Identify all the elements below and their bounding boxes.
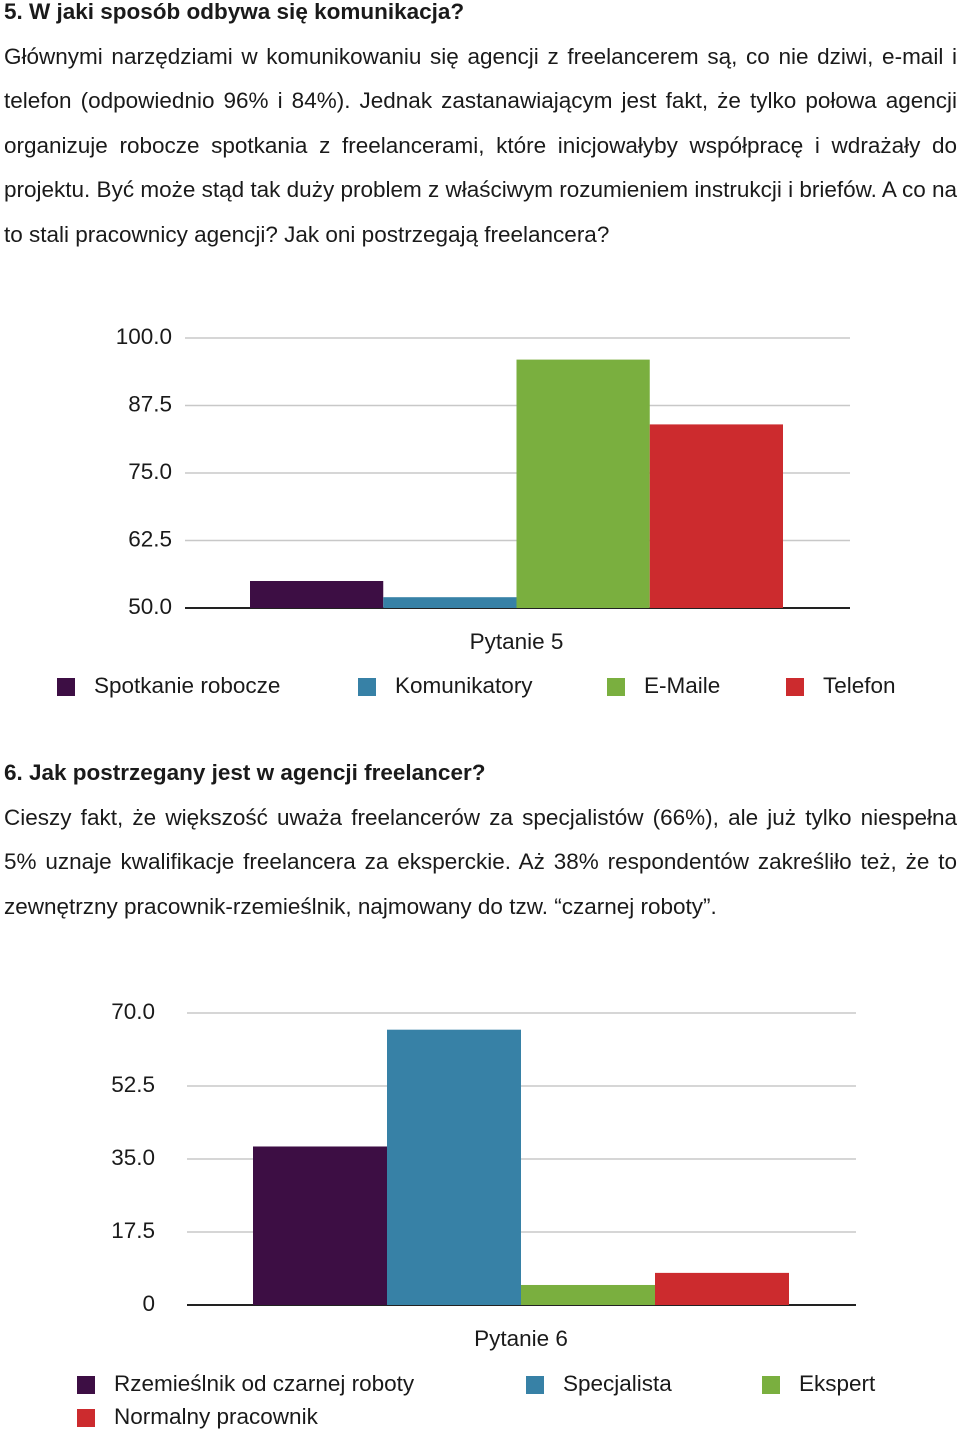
y-tick-label: 62.5 (128, 526, 172, 551)
legend-swatch (526, 1376, 544, 1394)
y-tick-label: 35.0 (111, 1145, 155, 1170)
bar (516, 359, 650, 608)
bar (649, 424, 783, 608)
y-tick-label: 0 (142, 1291, 155, 1316)
bar (655, 1272, 789, 1305)
legend-label: Rzemieślnik od czarnej roboty (114, 1371, 415, 1396)
bar (521, 1284, 655, 1305)
y-tick-label: 17.5 (111, 1218, 155, 1243)
legend-label: E-Maile (644, 673, 720, 698)
bar (383, 597, 517, 608)
y-tick-label: 52.5 (111, 1072, 155, 1097)
y-tick-label: 75.0 (128, 459, 172, 484)
paragraph: Głównymi narzędziami w komunikowaniu się… (4, 43, 957, 247)
bar (387, 1029, 521, 1305)
legend-swatch (77, 1376, 95, 1394)
paragraph: Cieszy fakt, że większość uważa freelanc… (4, 804, 957, 919)
legend-label: Normalny pracownik (114, 1404, 319, 1429)
heading: 6. Jak postrzegany jest w agencji freela… (4, 760, 486, 785)
section: 6. Jak postrzegany jest w agencji freela… (4, 751, 957, 929)
legend-label: Specjalista (563, 1371, 672, 1396)
legend-label: Spotkanie robocze (94, 673, 280, 698)
heading: 5. W jaki sposób odbywa się komunikacja? (4, 0, 465, 24)
legend-label: Ekspert (799, 1371, 876, 1396)
legend-swatch (358, 678, 376, 696)
legend-swatch (762, 1376, 780, 1394)
y-tick-label: 50.0 (128, 594, 172, 619)
legend-label: Komunikatory (395, 673, 533, 698)
legend-label: Telefon (823, 673, 896, 698)
x-tick-label: Pytanie 6 (474, 1326, 568, 1351)
legend-swatch (786, 678, 804, 696)
x-tick-label: Pytanie 5 (470, 629, 564, 654)
legend-swatch (77, 1409, 95, 1427)
bar (253, 1146, 387, 1305)
y-tick-label: 87.5 (128, 391, 172, 416)
y-tick-label: 100.0 (116, 324, 172, 349)
legend-swatch (57, 678, 75, 696)
bar (250, 581, 384, 608)
y-tick-label: 70.0 (111, 999, 155, 1024)
section: 5. W jaki sposób odbywa się komunikacja?… (4, 0, 957, 257)
legend-swatch (607, 678, 625, 696)
